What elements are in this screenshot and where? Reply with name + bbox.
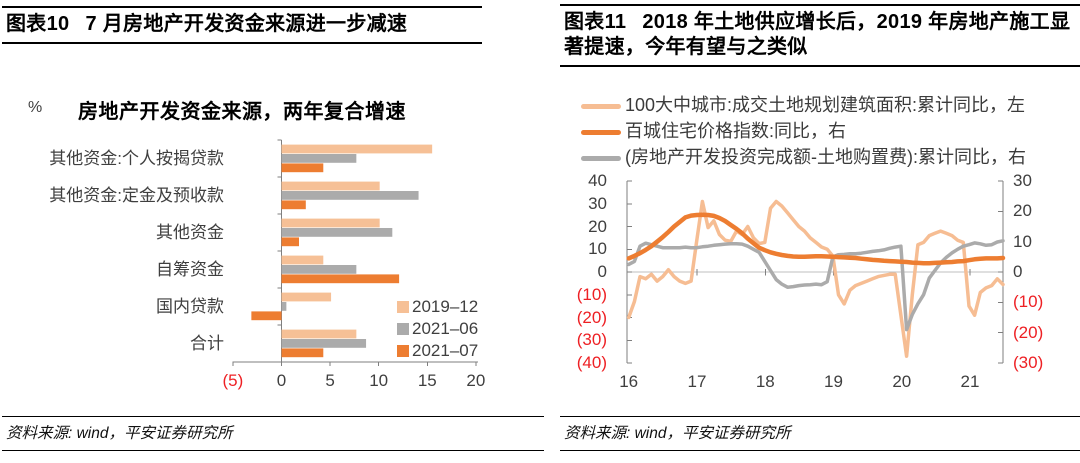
line-right-axis-label: 30 [1013, 171, 1032, 190]
bar-chart-title: 房地产开发资金来源，两年复合增速 [78, 101, 406, 123]
bar-legend-swatch [397, 345, 409, 357]
bar-2021–07-4 [251, 311, 282, 321]
figure11-source: 资料来源: wind，平安证券研究所 [560, 416, 1080, 451]
line-left-axis-label: (30) [576, 330, 607, 350]
line-legend-swatch [581, 103, 621, 109]
bar-2019–12-0 [281, 144, 433, 154]
line-left-axis-label: 0 [597, 262, 607, 281]
line-left-axis-label: 40 [588, 171, 607, 190]
line-left-axis-label: 10 [588, 239, 607, 259]
line-right-axis-label: (30) [1013, 352, 1044, 372]
bar-x-tick-label: 5 [325, 371, 335, 390]
line-legend-label: (房地产开发投资完成额-土地购置费):累计同比，右 [625, 147, 1026, 167]
line-x-tick-label: 18 [755, 372, 775, 391]
bar-legend-swatch [397, 301, 409, 313]
bar-x-tick-label: 15 [417, 371, 437, 390]
bar-x-tick-label: 10 [369, 371, 389, 390]
bar-category-label: 其他资金:定金及预收款 [49, 186, 224, 205]
bar-2019–12-2 [281, 218, 380, 228]
line-left-axis-label: 30 [588, 193, 607, 213]
bar-x-tick-label: 20 [466, 371, 486, 390]
line-legend-swatch [581, 129, 621, 135]
line-left-axis-label: (40) [576, 353, 607, 372]
line-left-axis-label: 20 [588, 216, 607, 236]
figure10-label: 图表10 [6, 13, 70, 35]
bar-x-tick-label: (5) [222, 371, 244, 390]
line-right-axis-label: 10 [1013, 231, 1032, 251]
line-x-tick-label: 17 [687, 372, 707, 391]
figure11-source-text: 资料来源: wind，平安证券研究所 [564, 425, 791, 442]
bar-legend-label: 2021–07 [412, 341, 479, 360]
line-series-1 [626, 212, 1006, 266]
bar-legend-label: 2021–06 [412, 319, 479, 338]
line-x-tick-label: 16 [619, 372, 639, 391]
bar-category-label: 自筹资金 [156, 260, 224, 279]
line-series-0 [626, 199, 1005, 358]
bar-2019–12-3 [281, 255, 324, 265]
line-legend-label: 百城住宅价格指数:同比，右 [625, 121, 846, 141]
line-legend-swatch [581, 155, 621, 161]
bar-2021–07-1 [281, 200, 306, 210]
bar-2021–06-4 [281, 302, 287, 311]
bar-2021–06-3 [281, 265, 357, 274]
figure11-caption: 2018 年土地供应增长后，2019 年房地产施工显著提速，今年有望与之类似 [564, 11, 1071, 58]
line-x-tick-label: 19 [824, 372, 843, 391]
bar-2021–06-5 [281, 339, 367, 348]
figure10-header: 图表10 7 月房地产开发资金来源进一步减速 [2, 6, 482, 44]
bar-2021–06-1 [281, 191, 419, 200]
bar-legend-label: 2019–12 [412, 297, 479, 316]
bar-category-label: 其他资金:个人按揭贷款 [49, 149, 224, 168]
line-left-axis-label: (20) [576, 307, 607, 327]
bar-2021–07-3 [281, 274, 400, 284]
line-left-axis-label: (10) [576, 284, 607, 304]
bar-2021–07-5 [281, 348, 324, 358]
bar-category-label: 合计 [190, 334, 224, 353]
line-x-tick-label: 21 [960, 372, 980, 391]
line-right-axis-label: 0 [1013, 262, 1023, 281]
line-right-axis-label: (10) [1013, 292, 1044, 312]
line-right-axis-label: (20) [1013, 322, 1044, 342]
bar-2019–12-5 [281, 329, 357, 339]
bar-category-label: 其他资金 [156, 223, 224, 242]
bar-category-label: 国内贷款 [156, 297, 224, 316]
bar-2021–07-0 [281, 163, 324, 173]
line-legend-label: 100大中城市:成交土地规划建筑面积:累计同比，左 [625, 95, 1026, 115]
bar-x-tick-label: 0 [276, 371, 287, 390]
bar-2019–12-1 [281, 181, 380, 191]
figure10-source-text: 资料来源: wind，平安证券研究所 [6, 425, 233, 442]
bar-2021–06-2 [281, 228, 393, 237]
figure11-label: 图表11 [564, 11, 627, 33]
figure10-caption: 7 月房地产开发资金来源进一步减速 [85, 13, 408, 35]
bar-2019–12-4 [281, 292, 332, 302]
line-right-axis-label: 20 [1013, 201, 1032, 221]
figure10-source: 资料来源: wind，平安证券研究所 [2, 416, 544, 451]
bar-2021–07-2 [281, 237, 299, 247]
line-x-tick-label: 20 [892, 372, 912, 391]
figure11-header: 图表11 2018 年土地供应增长后，2019 年房地产施工显著提速，今年有望与之… [560, 4, 1080, 67]
bar-chart-unit-label: % [28, 99, 43, 116]
bar-2021–06-0 [281, 154, 357, 163]
bar-legend-swatch [397, 323, 409, 335]
